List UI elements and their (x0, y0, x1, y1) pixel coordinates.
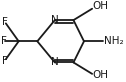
Text: OH: OH (93, 1, 109, 11)
Text: NH₂: NH₂ (104, 36, 124, 46)
Text: F: F (2, 17, 8, 27)
Text: OH: OH (93, 71, 109, 81)
Text: F: F (2, 56, 8, 66)
Text: N: N (51, 57, 59, 67)
Text: N: N (51, 15, 59, 25)
Text: F: F (1, 36, 7, 46)
